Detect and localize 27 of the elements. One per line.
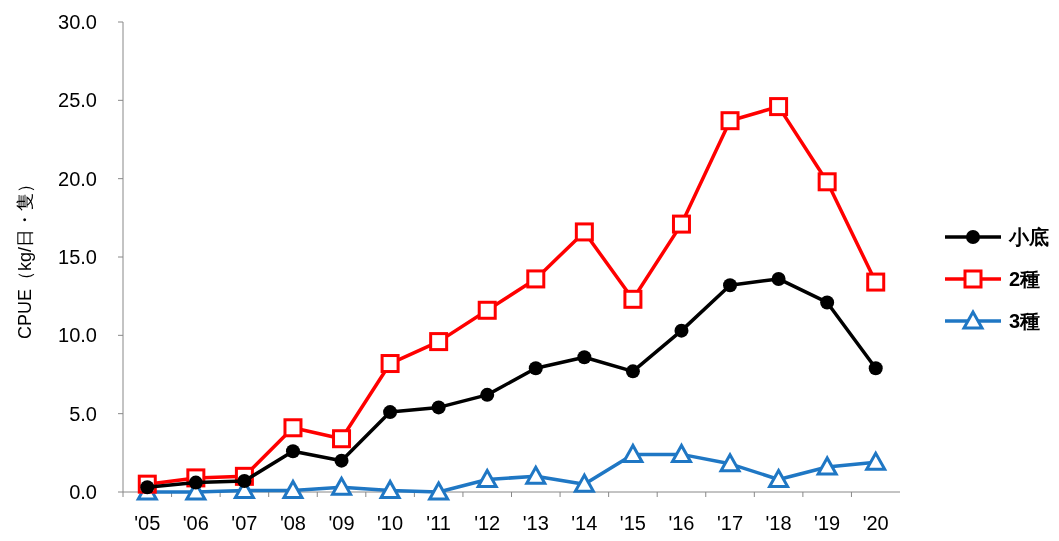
x-tick-label: '11: [426, 512, 451, 534]
x-tick-label: '12: [474, 512, 501, 534]
x-tick-label: '07: [231, 512, 258, 534]
y-tick-label: 5.0: [69, 402, 97, 425]
x-tick-label: '14: [571, 512, 598, 534]
x-tick-label: '06: [182, 512, 209, 534]
y-tick-label: 0.0: [69, 481, 97, 503]
y-tick-label: 30.0: [58, 11, 97, 33]
y-tick-label: 20.0: [58, 167, 97, 190]
y-tick-label: 10.0: [58, 324, 97, 347]
y-tick-label: 25.0: [58, 89, 97, 112]
y-axis-title: CPUE（kg/日・隻）: [15, 174, 35, 340]
x-tick-label: '13: [522, 512, 549, 534]
x-tick-label: '19: [814, 512, 841, 534]
legend-label: 3種: [1009, 310, 1041, 332]
x-tick-label: '18: [765, 512, 792, 534]
legend-label: 2種: [1009, 268, 1041, 290]
x-tick-label: '08: [279, 512, 307, 534]
x-tick-label: '05: [134, 512, 161, 534]
x-tick-label: '15: [619, 512, 646, 534]
x-tick-label: '17: [716, 512, 744, 534]
y-tick-label: 15.0: [58, 246, 97, 268]
x-tick-label: '09: [328, 512, 355, 534]
x-tick-label: '16: [668, 512, 695, 534]
x-tick-label: '10: [377, 512, 404, 534]
x-tick-label: '20: [862, 512, 889, 534]
legend-label: 小底: [1008, 226, 1049, 248]
